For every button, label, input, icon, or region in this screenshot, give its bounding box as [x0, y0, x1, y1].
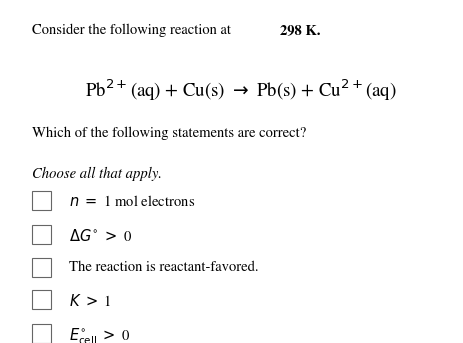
Text: Consider the following reaction at: Consider the following reaction at	[32, 24, 235, 37]
Text: Choose all that apply.: Choose all that apply.	[32, 166, 163, 180]
Text: $n$ $=$ 1 mol electrons: $n$ $=$ 1 mol electrons	[69, 194, 195, 209]
Bar	[32, 191, 51, 210]
Text: $E^{\circ}_{\mathrm{cell}}$ $>$ 0: $E^{\circ}_{\mathrm{cell}}$ $>$ 0	[69, 327, 131, 343]
Bar	[32, 291, 51, 309]
Text: 298 K.: 298 K.	[280, 24, 320, 37]
Text: Which of the following statements are correct?: Which of the following statements are co…	[32, 127, 307, 140]
Text: $K$ $>$ 1: $K$ $>$ 1	[69, 293, 112, 309]
Text: $\Delta G^{\circ}$ $>$ 0: $\Delta G^{\circ}$ $>$ 0	[69, 228, 133, 244]
Bar	[32, 225, 51, 244]
Bar	[32, 324, 51, 343]
Text: The reaction is reactant-favored.: The reaction is reactant-favored.	[69, 261, 259, 274]
Bar	[32, 258, 51, 277]
Text: Pb$^{2+}$(aq) + Cu(s) $\rightarrow$ Pb(s) + Cu$^{2+}$(aq): Pb$^{2+}$(aq) + Cu(s) $\rightarrow$ Pb(s…	[85, 77, 397, 103]
